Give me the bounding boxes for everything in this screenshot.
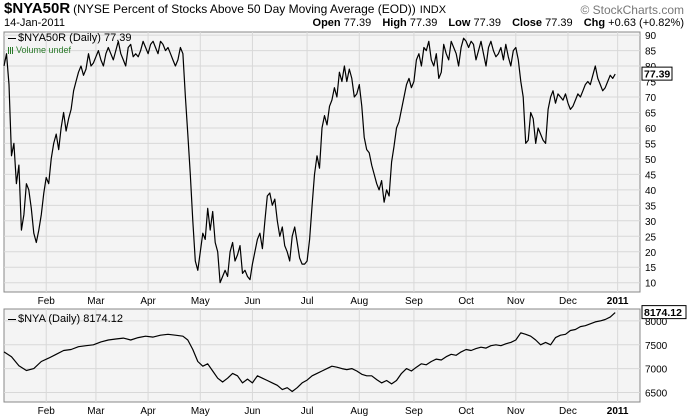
top-y-tick-50: 50 xyxy=(645,155,657,166)
top-x-tick-labels: Feb Mar Apr May Jun Jul Aug Sep Oct Nov Dec 2011 xyxy=(38,296,629,307)
top-x-tick-Sep: Sep xyxy=(405,296,423,307)
top-legend: $NYA50R (Daily) 77.39 xyxy=(8,32,132,44)
top-x-tick-Feb: Feb xyxy=(38,296,56,307)
top-y-tick-35: 35 xyxy=(645,201,657,212)
bottom-x-tick-May: May xyxy=(191,406,210,417)
top-y-tick-45: 45 xyxy=(645,170,657,181)
top-y-tick-65: 65 xyxy=(645,108,657,119)
top-x-tick-Apr: Apr xyxy=(140,296,156,307)
bottom-x-tick-Sep: Sep xyxy=(405,406,423,417)
high-label: High xyxy=(382,17,407,29)
top-x-tick-Aug: Aug xyxy=(350,296,368,307)
volume-bar-icon xyxy=(8,47,14,55)
close-label: Close xyxy=(512,17,543,29)
top-x-tick-2011: 2011 xyxy=(607,296,629,307)
top-plot-area xyxy=(3,31,641,293)
bottom-y-tick-6500: 6500 xyxy=(645,388,668,399)
top-last-value-box xyxy=(641,66,673,81)
bottom-series-line xyxy=(3,312,616,393)
chart-header: $NYA50R (NYSE Percent of Stocks Above 50 … xyxy=(0,0,690,32)
top-y-tick-55: 55 xyxy=(645,139,657,150)
bottom-legend-text: $NYA (Daily) 8174.12 xyxy=(18,313,123,325)
symbol-description: (NYSE Percent of Stocks Above 50 Day Mov… xyxy=(73,2,416,16)
legend-line-swatch-2 xyxy=(8,318,16,320)
bottom-y-tick-labels: 6500 7000 7500 8000 xyxy=(645,317,668,400)
bottom-x-tick-Jul: Jul xyxy=(301,406,314,417)
top-y-tick-15: 15 xyxy=(645,263,657,274)
top-x-tick-Jun: Jun xyxy=(244,296,260,307)
open-label: Open xyxy=(312,17,341,29)
bottom-y-tick-7000: 7000 xyxy=(645,365,668,376)
top-y-tick-90: 90 xyxy=(645,31,657,42)
top-y-tick-75: 75 xyxy=(645,78,657,89)
bottom-last-value-box xyxy=(641,305,687,320)
low-label: Low xyxy=(448,17,471,29)
bottom-x-tick-Dec: Dec xyxy=(559,406,577,417)
symbol-title: $NYA50R xyxy=(4,0,71,17)
bottom-x-tick-Aug: Aug xyxy=(350,406,368,417)
bottom-plot-area xyxy=(3,308,641,403)
bottom-x-tick-2011: 2011 xyxy=(607,406,629,417)
title-line: $NYA50R (NYSE Percent of Stocks Above 50 … xyxy=(4,0,446,18)
top-y-tick-85: 85 xyxy=(645,47,657,58)
bottom-x-tick-Jun: Jun xyxy=(244,406,260,417)
quote-date: 14-Jan-2011 xyxy=(4,17,65,29)
bottom-y-tick-8000: 8000 xyxy=(645,317,668,328)
chg-label: Chg xyxy=(583,17,606,29)
bottom-x-tick-Oct: Oct xyxy=(458,406,474,417)
top-x-tick-May: May xyxy=(191,296,210,307)
bottom-series xyxy=(3,312,616,393)
bottom-grid xyxy=(4,309,640,402)
top-legend-text: $NYA50R (Daily) 77.39 xyxy=(18,32,132,44)
top-x-tick-Dec: Dec xyxy=(559,296,577,307)
top-last-value-label: 77.39 xyxy=(644,69,670,81)
bottom-x-tick-Feb: Feb xyxy=(38,406,56,417)
top-y-tick-60: 60 xyxy=(645,124,657,135)
volume-legend: Volume undef xyxy=(8,45,71,55)
watermark: © StockCharts.com xyxy=(580,3,684,17)
top-y-tick-70: 70 xyxy=(645,93,657,104)
chg-value: +0.63 (+0.82%) xyxy=(608,17,684,29)
top-y-tick-10: 10 xyxy=(645,279,657,290)
top-grid xyxy=(4,32,640,292)
top-x-tick-Nov: Nov xyxy=(507,296,525,307)
open-value: 77.39 xyxy=(343,17,372,29)
bottom-x-tick-Mar: Mar xyxy=(87,406,105,417)
close-value: 77.39 xyxy=(545,17,573,29)
bottom-x-tick-Nov: Nov xyxy=(507,406,525,417)
bottom-last-value-label: 8174.12 xyxy=(644,307,682,319)
ohlc-readout: Open 77.39 High 77.39 Low 77.39 Close 77… xyxy=(313,17,684,29)
top-x-tick-Mar: Mar xyxy=(87,296,105,307)
exchange-label: INDX xyxy=(419,4,447,16)
top-x-tick-Jul: Jul xyxy=(301,296,314,307)
bottom-x-tick-labels: Feb Mar Apr May Jun Jul Aug Sep Oct Nov Dec 2011 xyxy=(38,406,629,417)
top-x-tick-Oct: Oct xyxy=(458,296,474,307)
top-series-line xyxy=(3,37,616,284)
top-y-tick-40: 40 xyxy=(645,186,657,197)
volume-legend-text: Volume undef xyxy=(16,45,72,55)
top-y-tick-25: 25 xyxy=(645,232,657,243)
bottom-legend: $NYA (Daily) 8174.12 xyxy=(8,313,123,325)
bottom-y-tick-7500: 7500 xyxy=(645,341,668,352)
legend-line-swatch xyxy=(8,37,16,39)
top-y-tick-30: 30 xyxy=(645,217,657,228)
bottom-x-tick-Apr: Apr xyxy=(140,406,156,417)
low-value: 77.39 xyxy=(473,17,502,29)
top-series xyxy=(3,37,616,284)
top-y-tick-20: 20 xyxy=(645,248,657,259)
last-value-markers: 77.39 8174.12 xyxy=(641,66,687,320)
high-value: 77.39 xyxy=(409,17,438,29)
